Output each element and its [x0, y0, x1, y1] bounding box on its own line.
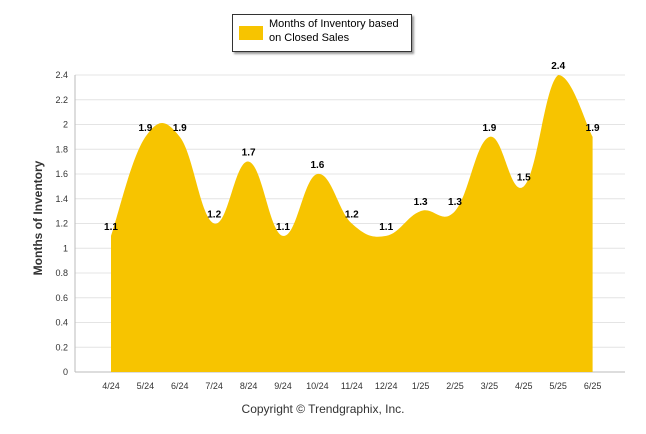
y-tick-label: 2.4 — [55, 70, 68, 80]
data-label: 1.9 — [138, 123, 152, 134]
data-label: 2.4 — [551, 61, 565, 72]
data-labels: 1.1 1.9 1.9 1.2 1.7 1.1 1.6 1.2 1.1 1.3 1.3 1.9 1.5 2… — [104, 61, 600, 233]
y-tick-label: 2.2 — [55, 95, 68, 105]
x-tick-label: 2/25 — [446, 381, 464, 391]
legend-swatch — [239, 26, 263, 40]
y-tick-label: 0.4 — [55, 318, 68, 328]
data-label: 1.2 — [345, 210, 359, 221]
data-label: 1.9 — [173, 123, 187, 134]
copyright-text: Copyright © Trendgraphix, Inc. — [241, 402, 405, 416]
y-axis-title: Months of Inventory — [31, 160, 45, 275]
x-axis: 4/24 5/24 6/24 7/24 8/24 9/24 10/24 11/24 12/24 1… — [102, 381, 601, 391]
data-label: 1.1 — [379, 222, 393, 233]
x-tick-label: 6/24 — [171, 381, 189, 391]
x-tick-label: 4/24 — [102, 381, 120, 391]
y-tick-label: 1.4 — [55, 194, 68, 204]
y-tick-label: 2 — [63, 120, 68, 130]
x-tick-label: 6/25 — [584, 381, 602, 391]
data-label: 1.3 — [414, 197, 428, 208]
y-tick-label: 0.8 — [55, 268, 68, 278]
y-tick-label: 1 — [63, 243, 68, 253]
x-tick-label: 12/24 — [375, 381, 398, 391]
legend-label: Months of Inventory based on Closed Sale… — [269, 18, 399, 44]
x-tick-label: 5/25 — [549, 381, 567, 391]
x-tick-label: 7/24 — [205, 381, 223, 391]
x-tick-label: 4/25 — [515, 381, 533, 391]
x-tick-label: 3/25 — [481, 381, 499, 391]
y-tick-label: 0.2 — [55, 342, 68, 352]
y-tick-label: 0 — [63, 367, 68, 377]
y-tick-label: 0.6 — [55, 293, 68, 303]
data-label: 1.2 — [207, 210, 221, 221]
data-label: 1.3 — [448, 197, 462, 208]
data-label: 1.9 — [586, 123, 600, 134]
x-tick-label: 8/24 — [240, 381, 258, 391]
y-tick-label: 1.2 — [55, 219, 68, 229]
x-tick-label: 9/24 — [274, 381, 292, 391]
data-label: 1.7 — [242, 148, 256, 159]
x-tick-label: 10/24 — [306, 381, 329, 391]
x-tick-label: 11/24 — [341, 381, 363, 391]
data-label: 1.1 — [104, 222, 118, 233]
series-area — [111, 75, 593, 372]
y-tick-label: 1.8 — [55, 144, 68, 154]
x-tick-label: 5/24 — [137, 381, 155, 391]
data-label: 1.1 — [276, 222, 290, 233]
y-axis: 0 0.2 0.4 0.6 0.8 1 1.2 1.4 1.6 1.8 2 2.2 2.4 — [55, 70, 76, 377]
legend[interactable]: Months of Inventory based on Closed Sale… — [232, 14, 412, 52]
data-label: 1.9 — [482, 123, 496, 134]
y-tick-label: 1.6 — [55, 169, 68, 179]
data-label: 1.5 — [517, 172, 531, 183]
x-tick-label: 1/25 — [412, 381, 430, 391]
data-label: 1.6 — [310, 160, 324, 171]
